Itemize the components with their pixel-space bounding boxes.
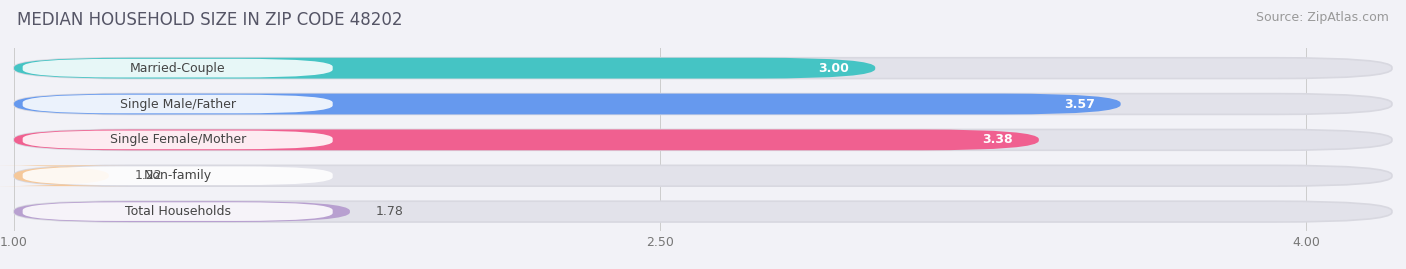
FancyBboxPatch shape [14, 129, 1392, 150]
FancyBboxPatch shape [14, 58, 1392, 79]
Text: 1.22: 1.22 [135, 169, 162, 182]
FancyBboxPatch shape [14, 94, 1121, 114]
FancyBboxPatch shape [14, 129, 1039, 150]
FancyBboxPatch shape [22, 59, 333, 77]
FancyBboxPatch shape [14, 94, 1392, 114]
FancyBboxPatch shape [14, 58, 875, 79]
Text: MEDIAN HOUSEHOLD SIZE IN ZIP CODE 48202: MEDIAN HOUSEHOLD SIZE IN ZIP CODE 48202 [17, 11, 402, 29]
FancyBboxPatch shape [0, 165, 131, 186]
Text: 3.57: 3.57 [1064, 98, 1095, 111]
FancyBboxPatch shape [22, 167, 333, 185]
FancyBboxPatch shape [22, 130, 333, 149]
Text: 3.38: 3.38 [983, 133, 1012, 146]
Text: 3.00: 3.00 [818, 62, 849, 75]
FancyBboxPatch shape [22, 95, 333, 113]
FancyBboxPatch shape [14, 165, 1392, 186]
Text: Source: ZipAtlas.com: Source: ZipAtlas.com [1256, 11, 1389, 24]
Text: Single Female/Mother: Single Female/Mother [110, 133, 246, 146]
Text: 1.78: 1.78 [375, 205, 404, 218]
Text: Non-family: Non-family [143, 169, 212, 182]
FancyBboxPatch shape [22, 202, 333, 221]
FancyBboxPatch shape [14, 201, 350, 222]
Text: Single Male/Father: Single Male/Father [120, 98, 236, 111]
Text: Total Households: Total Households [125, 205, 231, 218]
Text: Married-Couple: Married-Couple [129, 62, 225, 75]
FancyBboxPatch shape [14, 201, 1392, 222]
